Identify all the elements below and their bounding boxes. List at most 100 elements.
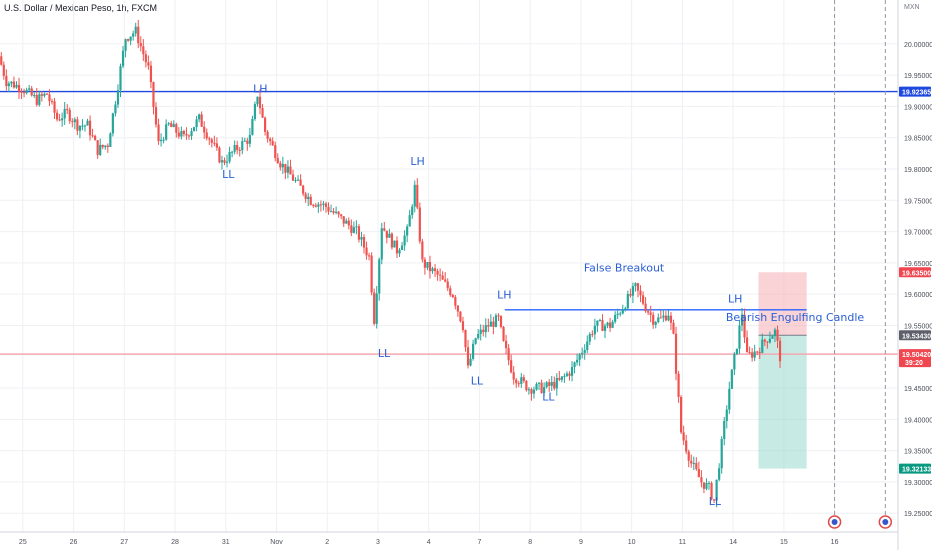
candle-body xyxy=(380,228,383,260)
candle-body xyxy=(104,145,107,148)
candle-body xyxy=(672,322,675,334)
candle-body xyxy=(583,350,586,353)
candle-body xyxy=(492,321,495,327)
candle-body xyxy=(426,261,429,268)
candle-body xyxy=(512,372,515,380)
candle-body xyxy=(165,124,168,140)
candle-body xyxy=(766,341,769,343)
candle-body xyxy=(116,90,120,105)
candle-body xyxy=(157,124,160,142)
annotation-label: LL xyxy=(471,374,484,387)
candle-body xyxy=(22,91,26,94)
candle-body xyxy=(81,125,84,127)
candle-body xyxy=(223,160,226,163)
candle-body xyxy=(187,135,191,137)
candle-body xyxy=(101,144,104,148)
candle-body xyxy=(294,180,297,182)
candle-body xyxy=(499,315,503,327)
candle-body xyxy=(335,211,338,213)
candle-body xyxy=(428,261,432,272)
candle-body xyxy=(205,132,208,139)
price-label: 19.63500 xyxy=(899,267,931,278)
candle-body xyxy=(25,89,28,94)
candle-body xyxy=(720,438,723,469)
x-tick-label: 10 xyxy=(628,539,636,546)
candle-body xyxy=(350,225,353,233)
candle-body xyxy=(614,314,617,322)
candle-body xyxy=(695,462,698,470)
candle-body xyxy=(568,373,571,376)
annotation-label: LL xyxy=(378,347,391,360)
y-axis[interactable]: 20.00000 19.95000 19.90000 19.85000 19.80000… xyxy=(897,0,932,550)
price-label-text: 19.32133 xyxy=(902,467,931,474)
candle-body xyxy=(236,145,239,150)
date-markers xyxy=(827,0,893,529)
candle-body xyxy=(502,326,505,341)
candle-body xyxy=(657,317,660,323)
candle-body xyxy=(449,288,452,295)
candle-body xyxy=(411,206,414,216)
candle-body xyxy=(743,314,746,338)
candle-body xyxy=(608,322,612,328)
candle-body xyxy=(705,483,708,489)
annotation-label: LH xyxy=(728,292,742,305)
candle-body xyxy=(170,123,173,127)
candle-body xyxy=(662,315,665,318)
candle-body xyxy=(243,140,246,142)
x-tick-label: 14 xyxy=(729,539,737,546)
y-tick-label: 19.90000 xyxy=(904,104,932,111)
candle-body xyxy=(555,377,558,389)
candle-body xyxy=(347,220,350,226)
candle-body xyxy=(198,114,201,120)
x-axis[interactable]: 25 26 27 28 31 Nov 2 3 4 7 8 9 10 11 14 15 16 xyxy=(0,531,898,546)
candle-body xyxy=(233,145,236,152)
candle-body xyxy=(269,138,272,142)
position-tool[interactable] xyxy=(758,272,807,469)
candle-body xyxy=(619,313,622,315)
candle-body xyxy=(289,166,292,175)
candle-body xyxy=(444,279,447,282)
candle-body xyxy=(504,340,508,349)
candle-body xyxy=(367,255,371,257)
price-label-bg xyxy=(899,86,931,97)
candle-body xyxy=(680,396,683,433)
candle-body xyxy=(581,352,584,355)
candle-body xyxy=(606,322,609,326)
candle-body xyxy=(537,382,541,384)
candle-body xyxy=(271,141,274,146)
candle-body xyxy=(578,354,581,360)
candle-body xyxy=(631,286,635,296)
candle-body xyxy=(7,83,10,87)
candle-body xyxy=(162,139,165,141)
candle-body xyxy=(773,329,777,337)
y-tick-label: 19.25000 xyxy=(904,511,932,518)
candle-body xyxy=(210,139,213,143)
candle-body xyxy=(73,119,76,123)
candle-body xyxy=(598,320,602,322)
candle-body xyxy=(342,216,345,224)
candle-body xyxy=(340,214,343,217)
candle-body xyxy=(261,108,264,118)
candle-body xyxy=(700,477,703,483)
countdown-text: 39:20 xyxy=(905,360,923,367)
candle-body xyxy=(137,26,140,44)
candle-body xyxy=(611,321,614,328)
candle-body xyxy=(190,131,193,137)
candle-body xyxy=(215,143,218,148)
candle-body xyxy=(758,352,761,354)
annotation-label: LL xyxy=(222,168,235,181)
candle-body xyxy=(218,147,221,163)
candle-body xyxy=(378,259,381,294)
horizontal-lines[interactable] xyxy=(0,90,898,355)
candle-body xyxy=(231,151,234,153)
y-tick-label: 19.35000 xyxy=(904,449,932,456)
candle-body xyxy=(548,382,551,386)
x-tick-label: 8 xyxy=(528,539,532,546)
price-label: 19.92365 xyxy=(899,86,931,97)
candle-body xyxy=(195,119,198,128)
candle-body xyxy=(246,140,249,144)
candle-body xyxy=(28,88,31,90)
candle-body xyxy=(682,432,685,441)
candle-body xyxy=(312,204,315,206)
